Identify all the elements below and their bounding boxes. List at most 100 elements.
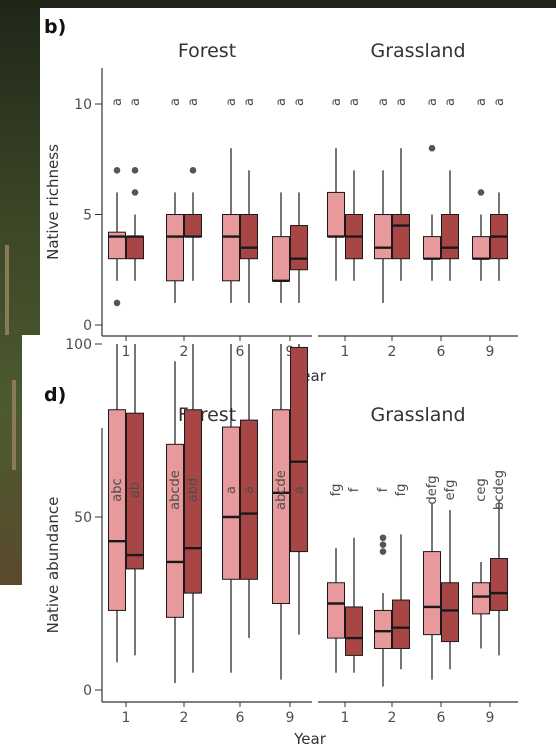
box-body <box>290 225 308 271</box>
box-outlier <box>477 189 485 196</box>
significance-letter: f <box>347 487 362 492</box>
x-tick-label: 2 <box>180 344 189 360</box>
y-tick-label: 15 <box>74 0 92 3</box>
significance-letter: a <box>394 98 409 106</box>
box-body <box>423 551 441 636</box>
significance-letter: a <box>347 98 362 106</box>
box-body <box>441 582 459 643</box>
significance-letter: abc <box>110 478 125 501</box>
panel-label: b) <box>44 16 66 38</box>
x-tick-label: 6 <box>437 344 446 360</box>
box-body <box>392 214 410 260</box>
significance-letter: a <box>292 98 307 106</box>
significance-letter: ab <box>128 482 143 498</box>
box-body <box>166 214 184 282</box>
box-outlier <box>189 167 197 174</box>
box-body <box>108 231 126 260</box>
significance-letter: abd <box>186 478 201 502</box>
box-body <box>166 443 184 618</box>
x-tick-label: 1 <box>341 344 350 360</box>
box-outlier <box>379 541 387 548</box>
significance-letter: a <box>242 98 257 106</box>
significance-letter: a <box>474 98 489 106</box>
significance-letter: f <box>376 487 391 492</box>
box-body <box>327 191 345 238</box>
x-tick-label: 6 <box>437 710 446 726</box>
significance-letter: defg <box>425 475 440 504</box>
box-outlier <box>428 144 436 152</box>
x-tick-label: 1 <box>341 710 350 726</box>
y-axis-title: Native abundance <box>44 497 62 634</box>
significance-letter: fg <box>329 484 344 497</box>
x-tick-label: 9 <box>286 710 295 726</box>
y-tick-label: 100 <box>65 337 92 353</box>
significance-letter: fg <box>394 484 409 497</box>
significance-letter: a <box>329 98 344 106</box>
box-outlier <box>379 548 387 555</box>
box-body <box>272 409 290 604</box>
x-tick-label: 2 <box>180 710 189 726</box>
x-tick-label: 2 <box>388 710 397 726</box>
box-body <box>222 214 240 282</box>
box-body <box>374 609 392 649</box>
figure-canvas-extension <box>22 335 40 749</box>
significance-letter: a <box>292 486 307 494</box>
box-body <box>272 236 290 282</box>
box-body <box>240 214 258 260</box>
box-body <box>490 558 508 611</box>
significance-letter: a <box>242 486 257 494</box>
box-body <box>240 419 258 580</box>
box-body <box>126 236 144 260</box>
significance-letter: ceg <box>474 478 489 501</box>
panel-label: d) <box>44 384 66 406</box>
box-body <box>184 214 202 238</box>
significance-letter: a <box>224 486 239 494</box>
box-outlier <box>113 299 121 307</box>
significance-letter: abcde <box>168 470 183 510</box>
significance-letter: efg <box>443 480 458 501</box>
y-tick-label: 5 <box>83 208 92 224</box>
box-outlier <box>113 167 121 174</box>
significance-letter: a <box>168 98 183 106</box>
y-tick-label: 50 <box>74 510 92 526</box>
x-tick-label: 9 <box>486 710 495 726</box>
box-body <box>423 236 441 260</box>
y-tick-label: 0 <box>83 318 92 334</box>
significance-letter: a <box>492 98 507 106</box>
y-axis-title: Native richness <box>44 144 62 260</box>
x-tick-label: 6 <box>236 344 245 360</box>
significance-letter: a <box>186 98 201 106</box>
y-tick-label: 10 <box>74 97 92 113</box>
box-body <box>108 409 126 611</box>
significance-letter: a <box>224 98 239 106</box>
box-outlier <box>379 534 387 542</box>
significance-letter: a <box>443 98 458 106</box>
facet-title: Grassland <box>371 40 466 62</box>
box-outlier <box>131 189 139 196</box>
facet-title: Grassland <box>371 404 466 426</box>
x-tick-label: 6 <box>236 710 245 726</box>
significance-letter: bcdeg <box>492 470 507 510</box>
significance-letter: a <box>425 98 440 106</box>
significance-letter: a <box>128 98 143 106</box>
significance-letter: a <box>376 98 391 106</box>
x-tick-label: 1 <box>122 710 131 726</box>
box-body <box>472 236 490 260</box>
box-body <box>327 582 345 639</box>
x-tick-label: 2 <box>388 344 397 360</box>
box-body <box>374 214 392 260</box>
x-axis-title: Year <box>293 730 327 748</box>
box-body <box>290 346 308 553</box>
box-body <box>345 606 363 656</box>
chart-layer: b)Native richnessYear05101520Forest1269a… <box>44 0 518 748</box>
significance-letter: abcde <box>274 470 289 510</box>
y-tick-label: 0 <box>83 683 92 699</box>
box-body <box>222 426 240 580</box>
box-body <box>472 582 490 615</box>
significance-letter: a <box>110 98 125 106</box>
significance-letter: a <box>274 98 289 106</box>
box-body <box>126 412 144 570</box>
box-outlier <box>131 167 139 174</box>
